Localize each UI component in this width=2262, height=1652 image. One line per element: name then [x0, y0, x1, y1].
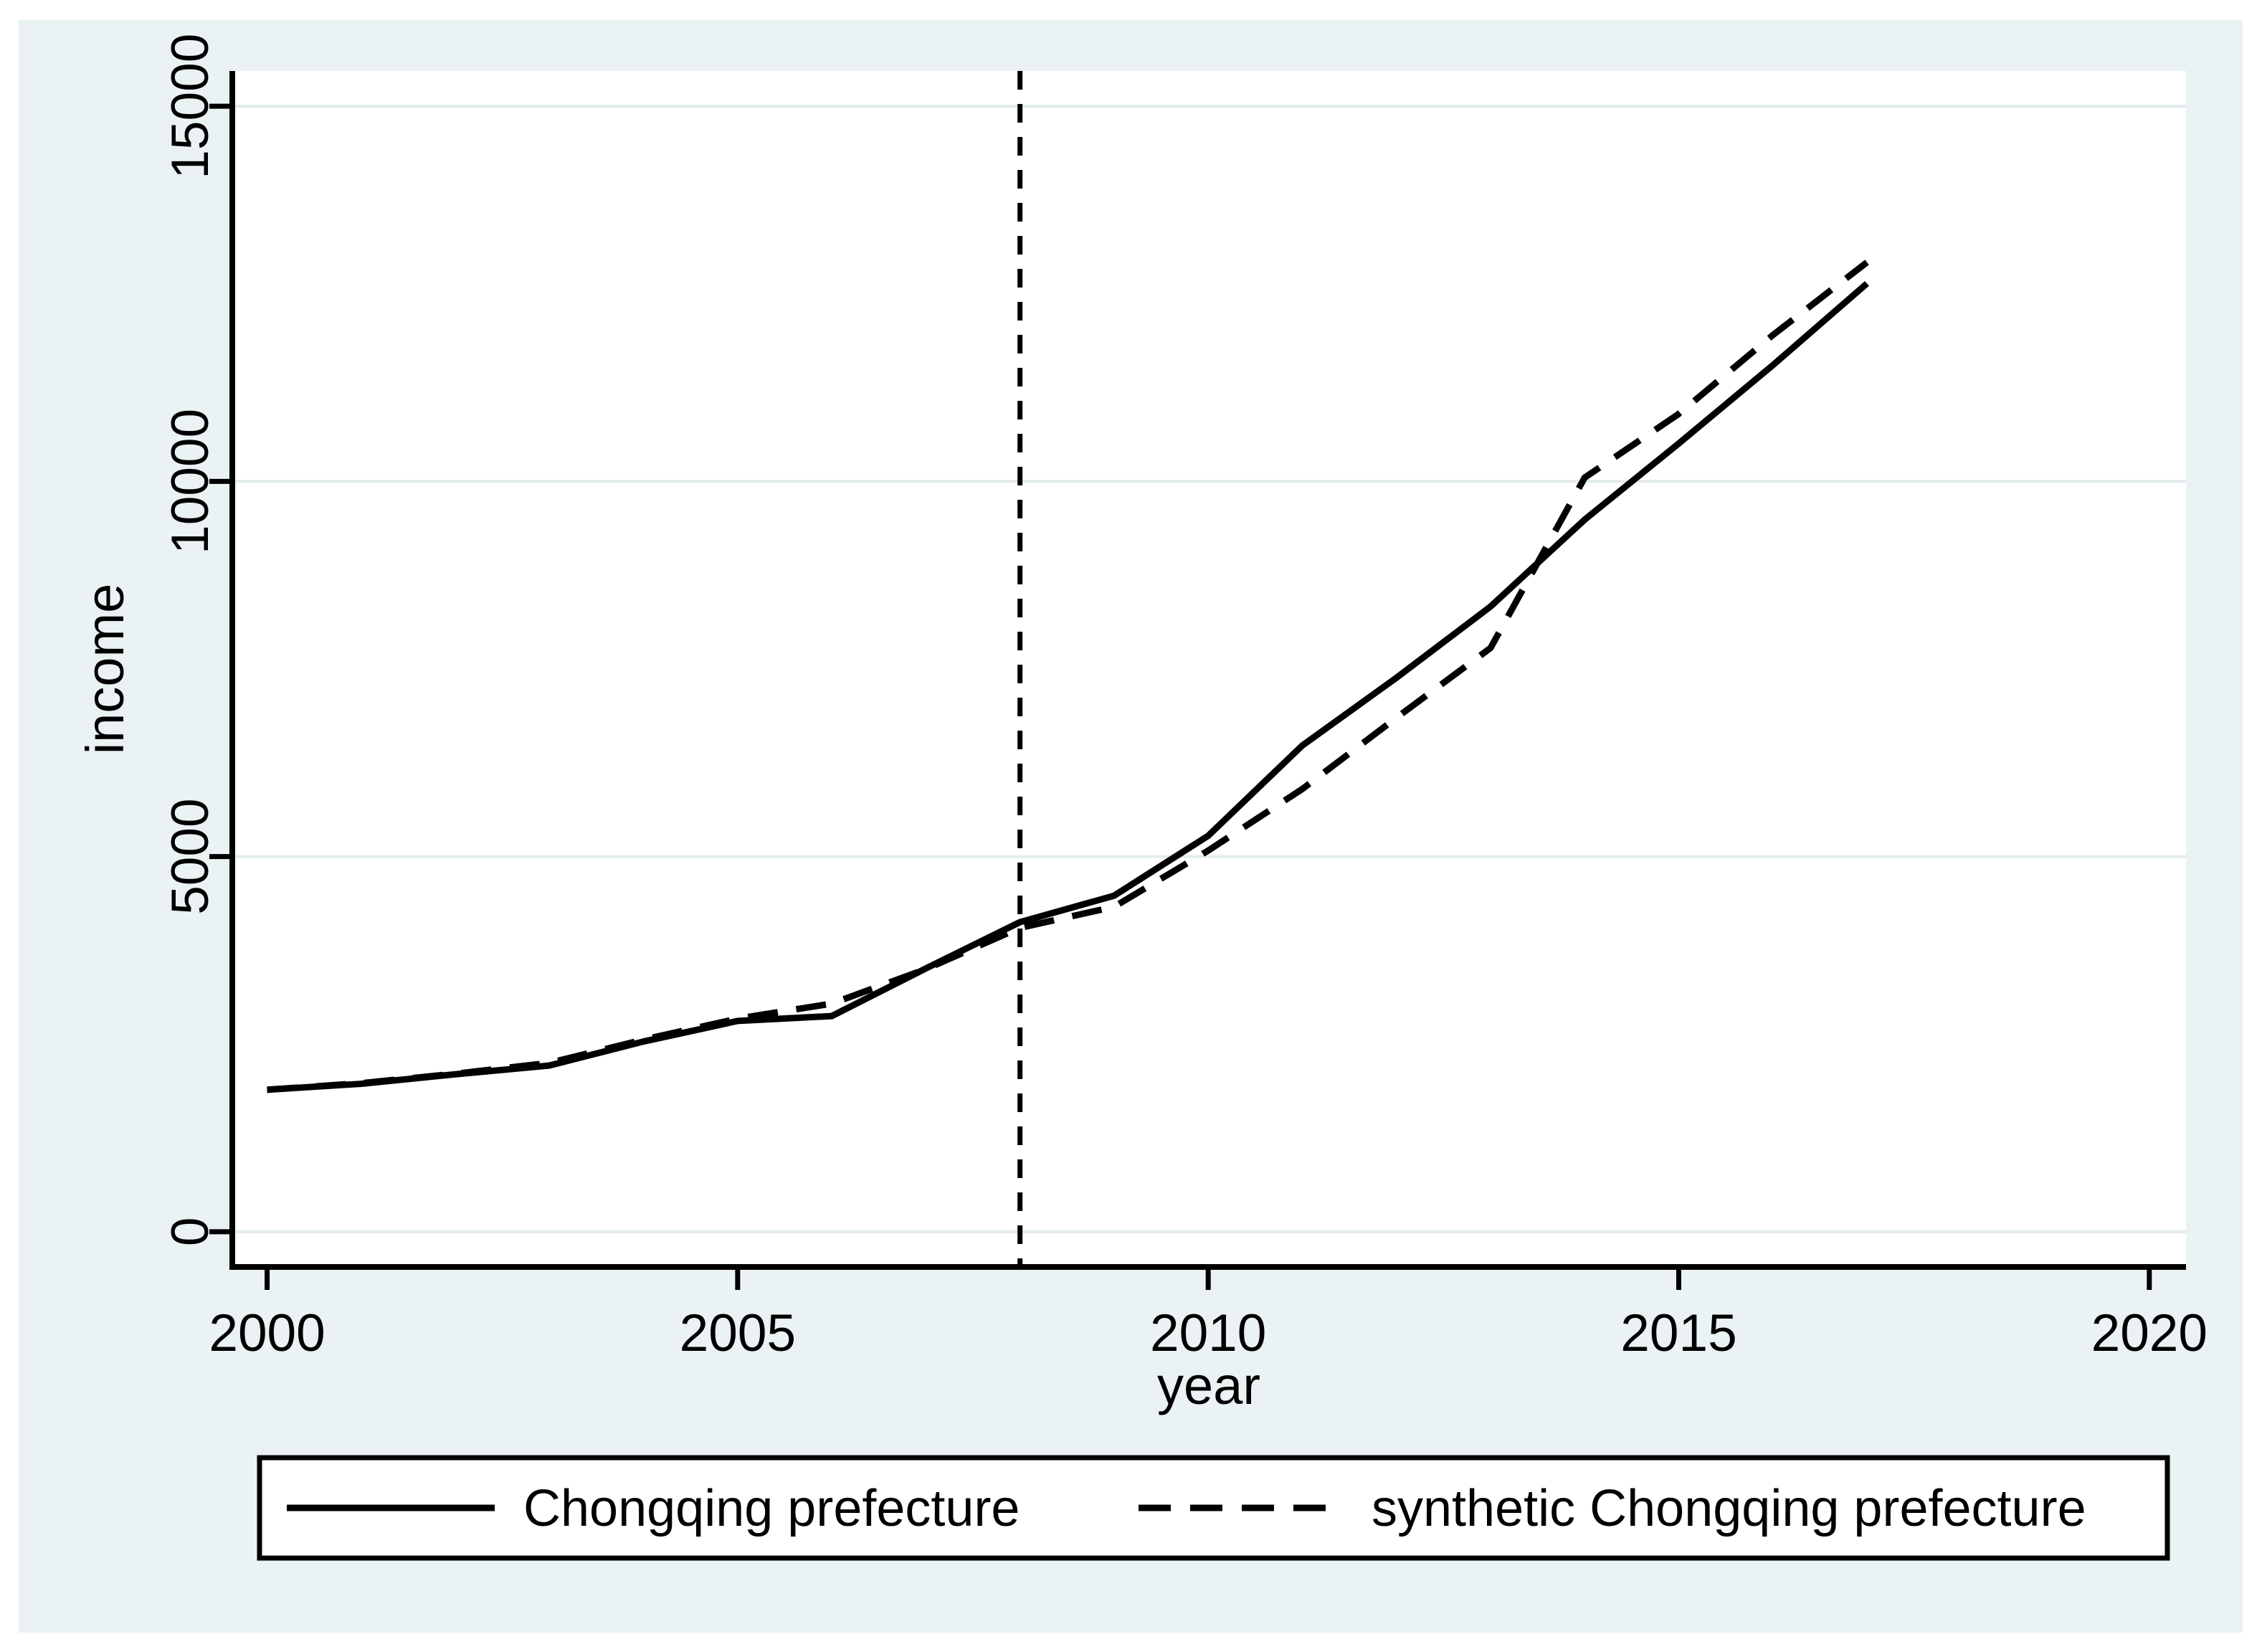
- plot-area: [232, 71, 2186, 1267]
- x-tick-label-2015: 2015: [1620, 1304, 1736, 1362]
- y-axis-title: income: [75, 584, 135, 755]
- legend: Chongqing prefecture synthetic Chongqing…: [257, 1455, 2170, 1561]
- y-tick-label-0: 0: [161, 1217, 219, 1247]
- axis-tick-labels: 0 5000 10000 15000 2000 2005 2010 2015 2020: [161, 34, 2208, 1362]
- axis-ticks: [209, 103, 2152, 1290]
- x-axis-title: year: [1157, 1356, 1260, 1415]
- x-tick-label-2020: 2020: [2091, 1304, 2208, 1362]
- legend-label-chongqing: Chongqing prefecture: [523, 1480, 1020, 1537]
- legend-label-synthetic: synthetic Chongqing prefecture: [1372, 1480, 2086, 1537]
- y-tick-label-10000: 10000: [161, 409, 219, 554]
- y-tick-label-5000: 5000: [161, 798, 219, 914]
- x-tick-label-2010: 2010: [1150, 1304, 1266, 1362]
- y-tick-label-15000: 15000: [161, 34, 219, 179]
- legend-box: [257, 1455, 2170, 1561]
- x-tick-label-2000: 2000: [209, 1304, 325, 1362]
- series-lines: [267, 260, 1869, 1093]
- gridlines: [232, 105, 2186, 1233]
- series-line-synthetic-chongqing: [267, 260, 1869, 1093]
- x-tick-label-2005: 2005: [680, 1304, 796, 1362]
